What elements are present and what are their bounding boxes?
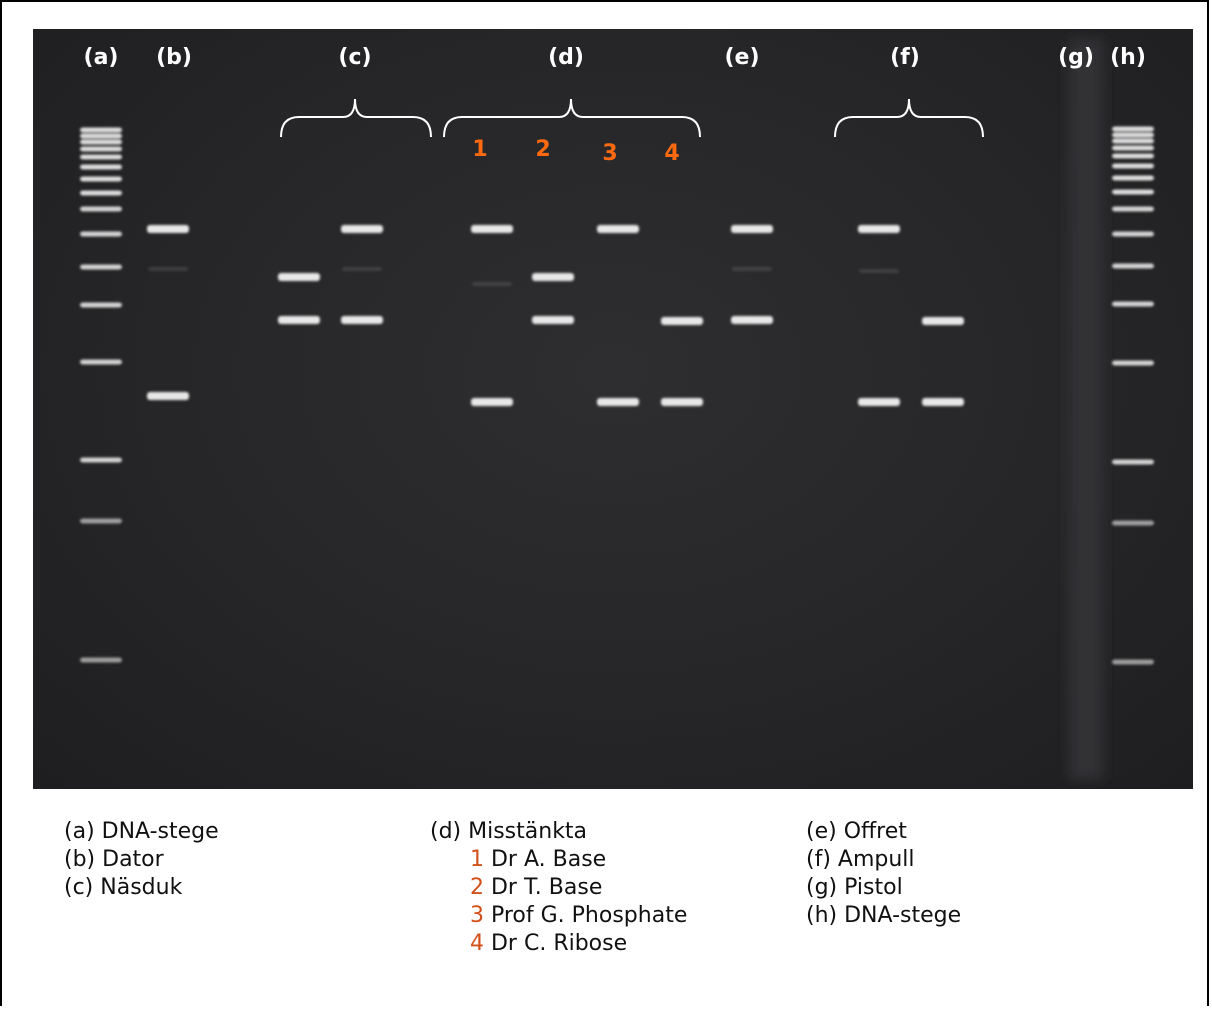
- ladder-h-band: [1112, 146, 1154, 151]
- bracket-d: [444, 99, 700, 137]
- lane-label-h: (h): [1110, 45, 1146, 70]
- ladder-h-band: [1112, 460, 1154, 465]
- ladder-h-band: [1112, 521, 1154, 526]
- legend-number-2: 2: [470, 875, 484, 900]
- faint-band: [732, 267, 772, 271]
- suspect-number-2: 2: [535, 137, 550, 162]
- faint-band: [472, 282, 512, 286]
- gel-image: (a) (b) (c) (d) (e) (f) (g) (h) 1 2 3 4: [33, 29, 1193, 789]
- legend-item-b: (b) Dator: [64, 846, 219, 874]
- lane-d2-band: [532, 316, 574, 324]
- ladder-a-band: [80, 128, 122, 133]
- legend-item-h: (h) DNA-stege: [806, 902, 961, 930]
- ladder-a-band: [80, 303, 122, 308]
- lane-c2-band: [341, 316, 383, 324]
- ladder-a-band: [80, 165, 122, 170]
- legend-item-a: (a) DNA-stege: [64, 818, 219, 846]
- legend-item-f: (f) Ampull: [806, 846, 961, 874]
- legend-item-d4: 4 Dr C. Ribose: [430, 930, 687, 958]
- lane-f2-band: [922, 398, 964, 406]
- ladder-a-band: [80, 191, 122, 196]
- faint-band: [342, 267, 382, 271]
- ladder-a-band: [80, 177, 122, 182]
- legend-number-4: 4: [470, 931, 484, 956]
- ladder-h-band: [1112, 139, 1154, 144]
- legend-item-d3: 3 Prof G. Phosphate: [430, 902, 687, 930]
- lane-label-c: (c): [338, 45, 371, 70]
- lane-f1-band: [858, 225, 900, 233]
- suspect-number-3: 3: [602, 141, 617, 166]
- ladder-a-band: [80, 134, 122, 139]
- suspect-number-1: 1: [472, 137, 487, 162]
- legend-column-1: (a) DNA-stege (b) Dator (c) Näsduk: [64, 818, 219, 902]
- ladder-h-band: [1112, 264, 1154, 269]
- legend-column-3: (e) Offret (f) Ampull (g) Pistol (h) DNA…: [806, 818, 961, 930]
- ladder-h-band: [1112, 660, 1154, 665]
- lane-d3-band: [597, 225, 639, 233]
- ladder-h-band: [1112, 164, 1154, 169]
- ladder-a-band: [80, 519, 122, 524]
- ladder-h-band: [1112, 232, 1154, 237]
- legend-item-d2: 2 Dr T. Base: [430, 874, 687, 902]
- ladder-h-band: [1112, 302, 1154, 307]
- faint-band: [859, 269, 899, 273]
- lane-d1-band: [471, 225, 513, 233]
- lane-label-f: (f): [890, 45, 920, 70]
- ladder-a-band: [80, 658, 122, 663]
- lane-d1-band: [471, 398, 513, 406]
- legend-item-c: (c) Näsduk: [64, 874, 219, 902]
- lane-label-d: (d): [548, 45, 584, 70]
- legend-item-d1: 1 Dr A. Base: [430, 846, 687, 874]
- ladder-a-band: [80, 155, 122, 160]
- legend-suspect-3: Prof G. Phosphate: [484, 903, 687, 928]
- legend-column-2: (d) Misstänkta 1 Dr A. Base 2 Dr T. Base…: [430, 818, 687, 958]
- lane-d4-band: [661, 317, 703, 325]
- ladder-a-band: [80, 232, 122, 237]
- lane-c1-band: [278, 273, 320, 281]
- lane-b-band: [147, 225, 189, 233]
- ladder-a-band: [80, 360, 122, 365]
- legend-item-d: (d) Misstänkta: [430, 818, 687, 846]
- lane-label-e: (e): [724, 45, 759, 70]
- lane-d3-band: [597, 398, 639, 406]
- bracket-c: [281, 99, 431, 137]
- bracket-f: [835, 99, 983, 137]
- ladder-a-band: [80, 458, 122, 463]
- ladder-a-band: [80, 147, 122, 152]
- ladder-a-band: [80, 265, 122, 270]
- lane-c2-band: [341, 225, 383, 233]
- legend-number-1: 1: [470, 847, 484, 872]
- lane-d4-band: [661, 398, 703, 406]
- ladder-a-band: [80, 140, 122, 145]
- legend-suspect-2: Dr T. Base: [484, 875, 602, 900]
- lane-label-b: (b): [156, 45, 192, 70]
- ladder-h-band: [1112, 190, 1154, 195]
- lane-f1-band: [858, 398, 900, 406]
- ladder-h-band: [1112, 176, 1154, 181]
- lane-c1-band: [278, 316, 320, 324]
- legend-suspect-4: Dr C. Ribose: [484, 931, 627, 956]
- legend-item-e: (e) Offret: [806, 818, 961, 846]
- lane-f2-band: [922, 317, 964, 325]
- ladder-h-band: [1112, 133, 1154, 138]
- legend-item-g: (g) Pistol: [806, 874, 961, 902]
- lane-e-band: [731, 225, 773, 233]
- lane-d2-band: [532, 273, 574, 281]
- lane-label-g: (g): [1058, 45, 1094, 70]
- ladder-h-band: [1112, 361, 1154, 366]
- lane-label-a: (a): [84, 45, 119, 70]
- lane-e-band: [731, 316, 773, 324]
- faint-band: [148, 267, 188, 271]
- ladder-h-band: [1112, 207, 1154, 212]
- legend-number-3: 3: [470, 903, 484, 928]
- ladder-a-band: [80, 207, 122, 212]
- lane-b-band: [147, 392, 189, 400]
- ladder-h-band: [1112, 127, 1154, 132]
- lane-g-streak: [1069, 39, 1103, 779]
- ladder-h-band: [1112, 154, 1154, 159]
- suspect-number-4: 4: [664, 141, 679, 166]
- legend-suspect-1: Dr A. Base: [484, 847, 606, 872]
